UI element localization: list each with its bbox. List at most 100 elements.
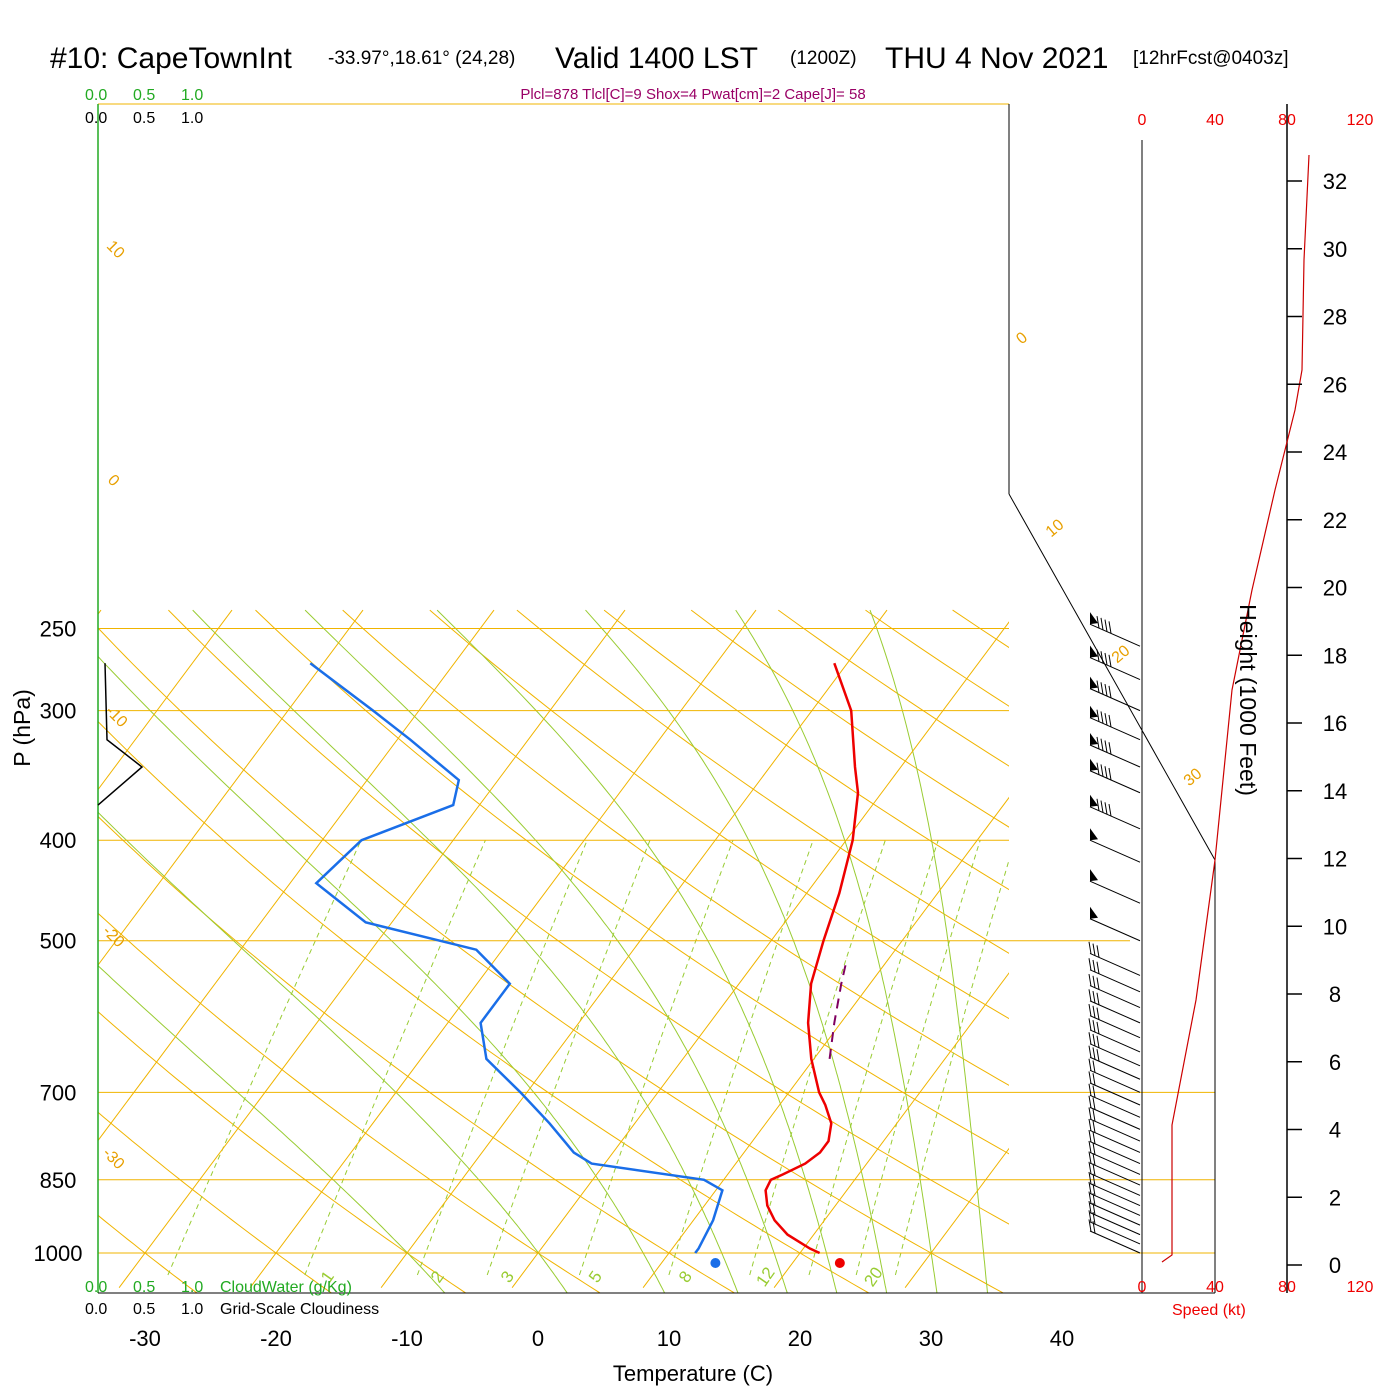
speed-tick-top: 120 (1347, 112, 1374, 129)
speed-scale-top: 0 40 80 120 (1138, 112, 1374, 129)
wind-barb-feather (1088, 1191, 1092, 1204)
isotherm-line (904, 1147, 1009, 1288)
height-tick-label: 12 (1323, 847, 1347, 872)
wind-barb (1089, 1192, 1141, 1216)
speed-axis-title: Speed (kt) (1172, 1302, 1246, 1319)
wind-barb-feather (1108, 803, 1112, 817)
height-tick-label: 28 (1323, 305, 1347, 330)
wind-barb (1089, 657, 1141, 680)
wind-barb-feather (1088, 1181, 1092, 1194)
moist-adiabat-line (98, 964, 446, 1293)
cw-bottom-tick-0: 0.0 (85, 1279, 107, 1296)
wind-barb-feather (1096, 1049, 1100, 1062)
temperature-tick-label: -30 (129, 1326, 161, 1351)
cloudwater-scale-bottom: 0.0 0.5 1.0 CloudWater (g/Kg) 0.0 0.5 1.… (85, 1279, 379, 1318)
dry-adiabat-line (98, 1111, 333, 1293)
wind-barb-feather (1104, 684, 1108, 697)
mixing-ratio-line (416, 840, 588, 1276)
pressure-tick-label: 300 (40, 699, 77, 724)
cw-tick-0: 0.0 (85, 87, 107, 104)
wind-barb-feather (1100, 738, 1104, 751)
utc-time: (1200Z) (790, 48, 857, 69)
wind-barb-feather (1088, 1151, 1092, 1164)
wind-barb-feather (1104, 740, 1108, 753)
wind-barb-flag (1090, 869, 1098, 882)
cw-bottom-tick-1: 0.5 (133, 1279, 155, 1296)
wind-barb-feather (1104, 652, 1108, 666)
dry-adiabat-line (603, 609, 1009, 891)
height-tick-label: 18 (1323, 643, 1347, 668)
temperature-tick-label: 30 (919, 1326, 943, 1351)
wind-barb (1089, 1212, 1141, 1236)
height-tick-label: 2 (1329, 1185, 1341, 1210)
dry-adiabat-line (98, 1214, 198, 1293)
wind-barb-feather (1096, 649, 1100, 662)
isotherm-line (511, 621, 1009, 1288)
wind-barb-feather (1096, 680, 1100, 693)
wind-barb-feather (1088, 941, 1092, 954)
wind-barb-feather (1088, 1071, 1092, 1084)
moist-adiabat-line (585, 609, 888, 1293)
wind-barb-feather (1092, 1221, 1096, 1234)
wind-barb-feather (1092, 1202, 1096, 1215)
dry-adiabat-line (342, 609, 1009, 1086)
speed-scale-bottom: 0 40 80 120 (1138, 1279, 1374, 1296)
mixing-ratio-labels: 1 2 3 5 8 12 20 (317, 1264, 887, 1290)
wind-barb (1089, 839, 1141, 863)
wind-barbs (1088, 612, 1141, 1254)
wind-barb-feather (1104, 802, 1108, 815)
wind-barb-feather (1108, 714, 1112, 728)
wind-barb (1089, 770, 1141, 794)
mixing-ratio-label: 20 (860, 1264, 886, 1290)
mixing-ratio-line (808, 840, 939, 1276)
wind-barb-feather (1088, 1083, 1092, 1096)
cl-bottom-tick-1: 0.5 (133, 1301, 155, 1318)
height-tick-label: 32 (1323, 169, 1347, 194)
isotherm-label: 10 (1043, 516, 1068, 541)
height-tick-label: 20 (1323, 576, 1347, 601)
wind-barb-feather (1096, 798, 1100, 811)
speed-tick-top: 40 (1206, 112, 1224, 129)
wind-barb-flag (1090, 906, 1098, 919)
isotherm-label: -20 (99, 923, 127, 951)
cl-tick-0: 0.0 (85, 110, 107, 127)
forecast-date: THU 4 Nov 2021 (885, 42, 1108, 75)
temperature-axis: -30 -20 -10 0 10 20 30 40 (129, 1326, 1074, 1351)
height-tick-label: 14 (1323, 779, 1347, 804)
cl-bottom-tick-0: 0.0 (85, 1301, 107, 1318)
isobars (98, 627, 1215, 1254)
wind-barb-feather (1092, 1212, 1096, 1225)
isotherm-line (98, 609, 495, 1142)
cloudwater-scale-top: 0.0 0.5 1.0 0.0 0.5 1.0 (85, 87, 203, 127)
wind-barb-feather (1088, 1058, 1092, 1071)
isotherm-label: 10 (103, 238, 128, 263)
dry-adiabat-line (168, 609, 1009, 1225)
valid-time: Valid 1400 LST (555, 42, 758, 75)
wind-barb-feather (1108, 742, 1112, 755)
cloudiness-profile (97, 663, 144, 806)
wind-barb (1089, 806, 1141, 830)
mixing-ratio-line (486, 840, 651, 1276)
wind-barb (1089, 1029, 1141, 1053)
isotherms (98, 609, 1009, 1288)
wind-barb-feather (1092, 1005, 1096, 1018)
wind-barb-feather (1100, 711, 1104, 724)
cloudwater-label: CloudWater (g/Kg) (220, 1279, 352, 1296)
wind-barb-feather (1088, 1171, 1092, 1185)
wind-barb-feather (1088, 1200, 1092, 1214)
wind-barb-feather (1096, 736, 1100, 750)
wind-barb (1089, 1082, 1141, 1106)
dry-adiabats (98, 609, 1400, 1296)
cloudiness-line (97, 663, 144, 806)
speed-tick-top: 0 (1138, 112, 1147, 129)
wind-barb-feather (1088, 1018, 1092, 1031)
wind-barb-feather (1104, 713, 1108, 726)
dry-adiabat-line (98, 912, 602, 1293)
moist-adiabat-line (735, 609, 938, 1293)
wind-barb-feather (1100, 764, 1104, 777)
wind-barb-feather (1088, 958, 1092, 971)
dry-adiabat-line (1127, 610, 1400, 1296)
dry-adiabat-line (98, 720, 870, 1293)
moist-adiabat-line (869, 609, 989, 1293)
wind-barb (1089, 985, 1141, 1009)
